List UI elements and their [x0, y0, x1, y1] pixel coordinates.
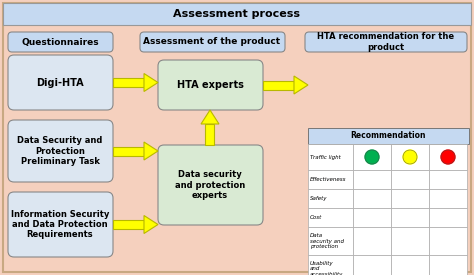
Bar — [308, 255, 353, 275]
Bar — [308, 189, 353, 208]
Bar — [353, 189, 391, 208]
Bar — [353, 144, 391, 170]
Polygon shape — [206, 124, 215, 145]
Bar — [3, 3, 471, 25]
Polygon shape — [113, 147, 144, 155]
Text: HTA recommendation for the
product: HTA recommendation for the product — [318, 32, 455, 52]
Polygon shape — [144, 216, 158, 233]
Text: Cost: Cost — [310, 215, 322, 220]
FancyBboxPatch shape — [305, 32, 467, 52]
Polygon shape — [144, 73, 158, 92]
Bar — [429, 144, 467, 170]
Bar — [391, 144, 429, 170]
Bar — [353, 227, 391, 255]
FancyBboxPatch shape — [8, 32, 113, 52]
Bar — [353, 255, 391, 275]
FancyBboxPatch shape — [158, 145, 263, 225]
Text: Digi-HTA: Digi-HTA — [36, 78, 84, 87]
Circle shape — [441, 150, 455, 164]
Bar — [308, 227, 353, 255]
Circle shape — [365, 150, 379, 164]
FancyBboxPatch shape — [8, 55, 113, 110]
FancyBboxPatch shape — [8, 120, 113, 182]
Polygon shape — [113, 78, 144, 87]
FancyBboxPatch shape — [140, 32, 285, 52]
Bar — [391, 208, 429, 227]
Bar — [353, 170, 391, 189]
Polygon shape — [113, 220, 144, 229]
Bar — [391, 189, 429, 208]
Polygon shape — [144, 142, 158, 160]
Text: Data
security and
protection: Data security and protection — [310, 233, 344, 249]
Text: Usability
and
accessibility: Usability and accessibility — [310, 261, 343, 275]
Bar — [353, 208, 391, 227]
Text: Data security
and protection
experts: Data security and protection experts — [175, 170, 245, 200]
Text: Questionnaires: Questionnaires — [21, 37, 99, 46]
Bar — [429, 170, 467, 189]
Bar — [391, 170, 429, 189]
Bar — [391, 227, 429, 255]
Bar — [429, 227, 467, 255]
Bar — [308, 170, 353, 189]
FancyBboxPatch shape — [8, 192, 113, 257]
FancyBboxPatch shape — [158, 60, 263, 110]
Circle shape — [403, 150, 417, 164]
Bar — [308, 128, 469, 144]
Bar — [429, 189, 467, 208]
Text: HTA experts: HTA experts — [176, 80, 244, 90]
Text: Assessment process: Assessment process — [173, 9, 301, 19]
Text: Information Security
and Data Protection
Requirements: Information Security and Data Protection… — [11, 210, 109, 240]
Bar — [308, 144, 353, 170]
Text: Safety: Safety — [310, 196, 328, 201]
Bar — [429, 208, 467, 227]
Bar — [308, 208, 353, 227]
Text: Effectiveness: Effectiveness — [310, 177, 346, 182]
Polygon shape — [263, 81, 294, 89]
Text: Data Security and
Protection
Preliminary Task: Data Security and Protection Preliminary… — [18, 136, 103, 166]
Polygon shape — [294, 76, 308, 94]
Text: Recommendation: Recommendation — [351, 131, 426, 141]
Text: Traffic light: Traffic light — [310, 155, 341, 159]
Polygon shape — [201, 110, 219, 124]
Bar — [391, 255, 429, 275]
Bar — [429, 255, 467, 275]
Text: Assessment of the product: Assessment of the product — [144, 37, 281, 46]
